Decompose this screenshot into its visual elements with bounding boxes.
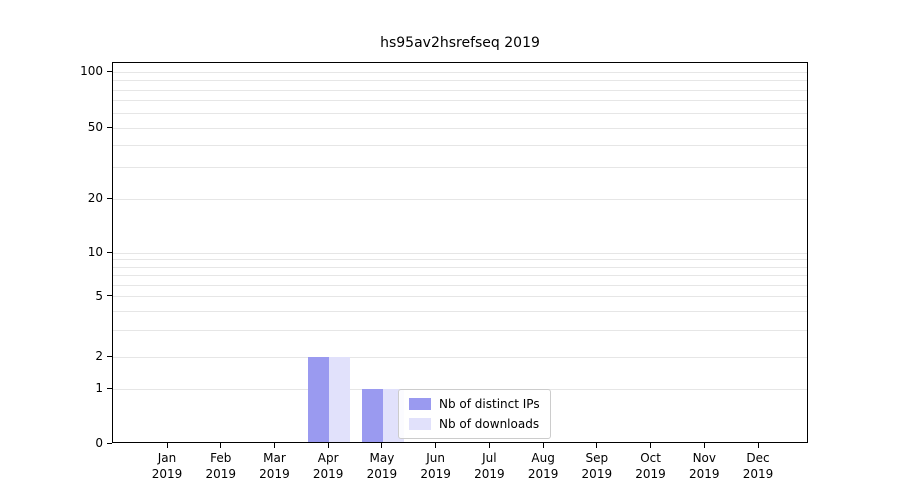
y-tick-mark [107, 295, 112, 297]
x-tick-month: Aug [531, 451, 555, 465]
x-tick-year: 2019 [366, 467, 398, 481]
y-tick-label: 10 [87, 245, 103, 260]
x-tick-mark [703, 443, 705, 448]
x-tick-mark [542, 443, 544, 448]
x-tick-year: 2019 [259, 467, 290, 481]
x-tick-mark [757, 443, 759, 448]
gridline [113, 71, 807, 73]
x-tick-year: 2019 [151, 467, 183, 481]
x-tick-label: Sep 2019 [567, 450, 627, 482]
gridline [113, 80, 807, 82]
y-tick-label: 5 [95, 288, 103, 303]
x-tick-mark [596, 443, 598, 448]
legend-label-distinct-ips: Nb of distinct IPs [439, 397, 540, 411]
y-tick-label: 2 [95, 349, 103, 364]
x-tick-month: May [369, 451, 395, 465]
y-tick-mark [107, 70, 112, 72]
x-tick-year: 2019 [742, 467, 774, 481]
x-tick-month: Dec [746, 451, 770, 465]
legend-item-downloads: Nb of downloads [409, 417, 540, 431]
gridline [113, 311, 807, 313]
x-tick-year: 2019 [420, 467, 451, 481]
x-tick-label: Jan 2019 [137, 450, 197, 482]
x-tick-mark [488, 443, 490, 448]
y-tick-label: 1 [95, 381, 103, 396]
gridline [113, 284, 807, 286]
x-tick-mark [435, 443, 437, 448]
x-tick-month: Mar [263, 451, 286, 465]
y-tick-mark [107, 442, 112, 444]
legend-label-downloads: Nb of downloads [439, 417, 540, 431]
x-tick-year: 2019 [581, 467, 613, 481]
legend-item-distinct-ips: Nb of distinct IPs [409, 397, 540, 411]
y-tick-label: 50 [87, 120, 103, 135]
x-tick-month: Jul [482, 451, 497, 465]
bar-nb-of-distinct-ips-may [361, 389, 383, 442]
x-tick-label: May 2019 [352, 450, 412, 482]
x-tick-label: Mar 2019 [244, 450, 304, 482]
gridline [113, 198, 807, 200]
x-tick-month: Jan [157, 451, 177, 465]
gridline [113, 296, 807, 298]
x-tick-label: Feb 2019 [191, 450, 251, 482]
x-tick-month: Feb [210, 451, 232, 465]
x-tick-year: 2019 [527, 467, 559, 481]
chart-title: hs95av2hsrefseq 2019 [380, 35, 540, 51]
x-tick-mark [166, 443, 168, 448]
legend: Nb of distinct IPs Nb of downloads [398, 389, 551, 439]
x-tick-label: Oct 2019 [621, 450, 681, 482]
x-tick-label: Apr 2019 [298, 450, 358, 482]
legend-swatch-distinct-ips [409, 398, 431, 410]
gridline [113, 89, 807, 91]
bar-nb-of-distinct-ips-apr [308, 357, 330, 442]
x-tick-month: Sep [585, 451, 609, 465]
x-tick-mark [273, 443, 275, 448]
x-tick-year: 2019 [474, 467, 505, 481]
y-tick-label: 0 [95, 436, 103, 450]
x-tick-mark [650, 443, 652, 448]
gridline [113, 356, 807, 358]
x-tick-year: 2019 [312, 467, 344, 481]
gridline [113, 112, 807, 114]
x-tick-year: 2019 [689, 467, 720, 481]
x-tick-month: Oct [640, 451, 661, 465]
x-tick-month: Jun [426, 451, 446, 465]
gridline [113, 266, 807, 268]
gridline [113, 167, 807, 169]
y-tick-mark [107, 355, 112, 357]
x-tick-year: 2019 [635, 467, 666, 481]
x-tick-label: Jun 2019 [406, 450, 466, 482]
x-tick-label: Jul 2019 [459, 450, 519, 482]
x-tick-year: 2019 [205, 467, 236, 481]
plot-area [112, 62, 808, 443]
gridline [113, 259, 807, 261]
gridline [113, 127, 807, 129]
y-tick-label: 20 [87, 191, 103, 206]
legend-swatch-downloads [409, 418, 431, 430]
y-tick-mark [107, 126, 112, 128]
gridline [113, 144, 807, 146]
x-tick-label: Dec 2019 [728, 450, 788, 482]
x-tick-month: Nov [692, 451, 716, 465]
gridline [113, 252, 807, 254]
gridline [113, 329, 807, 331]
bar-nb-of-downloads-apr [329, 357, 351, 442]
y-tick-label: 100 [80, 64, 103, 79]
x-tick-label: Nov 2019 [674, 450, 734, 482]
y-tick-mark [107, 197, 112, 199]
y-tick-mark [107, 387, 112, 389]
x-tick-mark [220, 443, 222, 448]
x-tick-mark [327, 443, 329, 448]
x-tick-month: Apr [317, 451, 339, 465]
y-tick-mark [107, 251, 112, 253]
x-tick-mark [381, 443, 383, 448]
gridline [113, 275, 807, 277]
gridline [113, 100, 807, 102]
x-tick-label: Aug 2019 [513, 450, 573, 482]
